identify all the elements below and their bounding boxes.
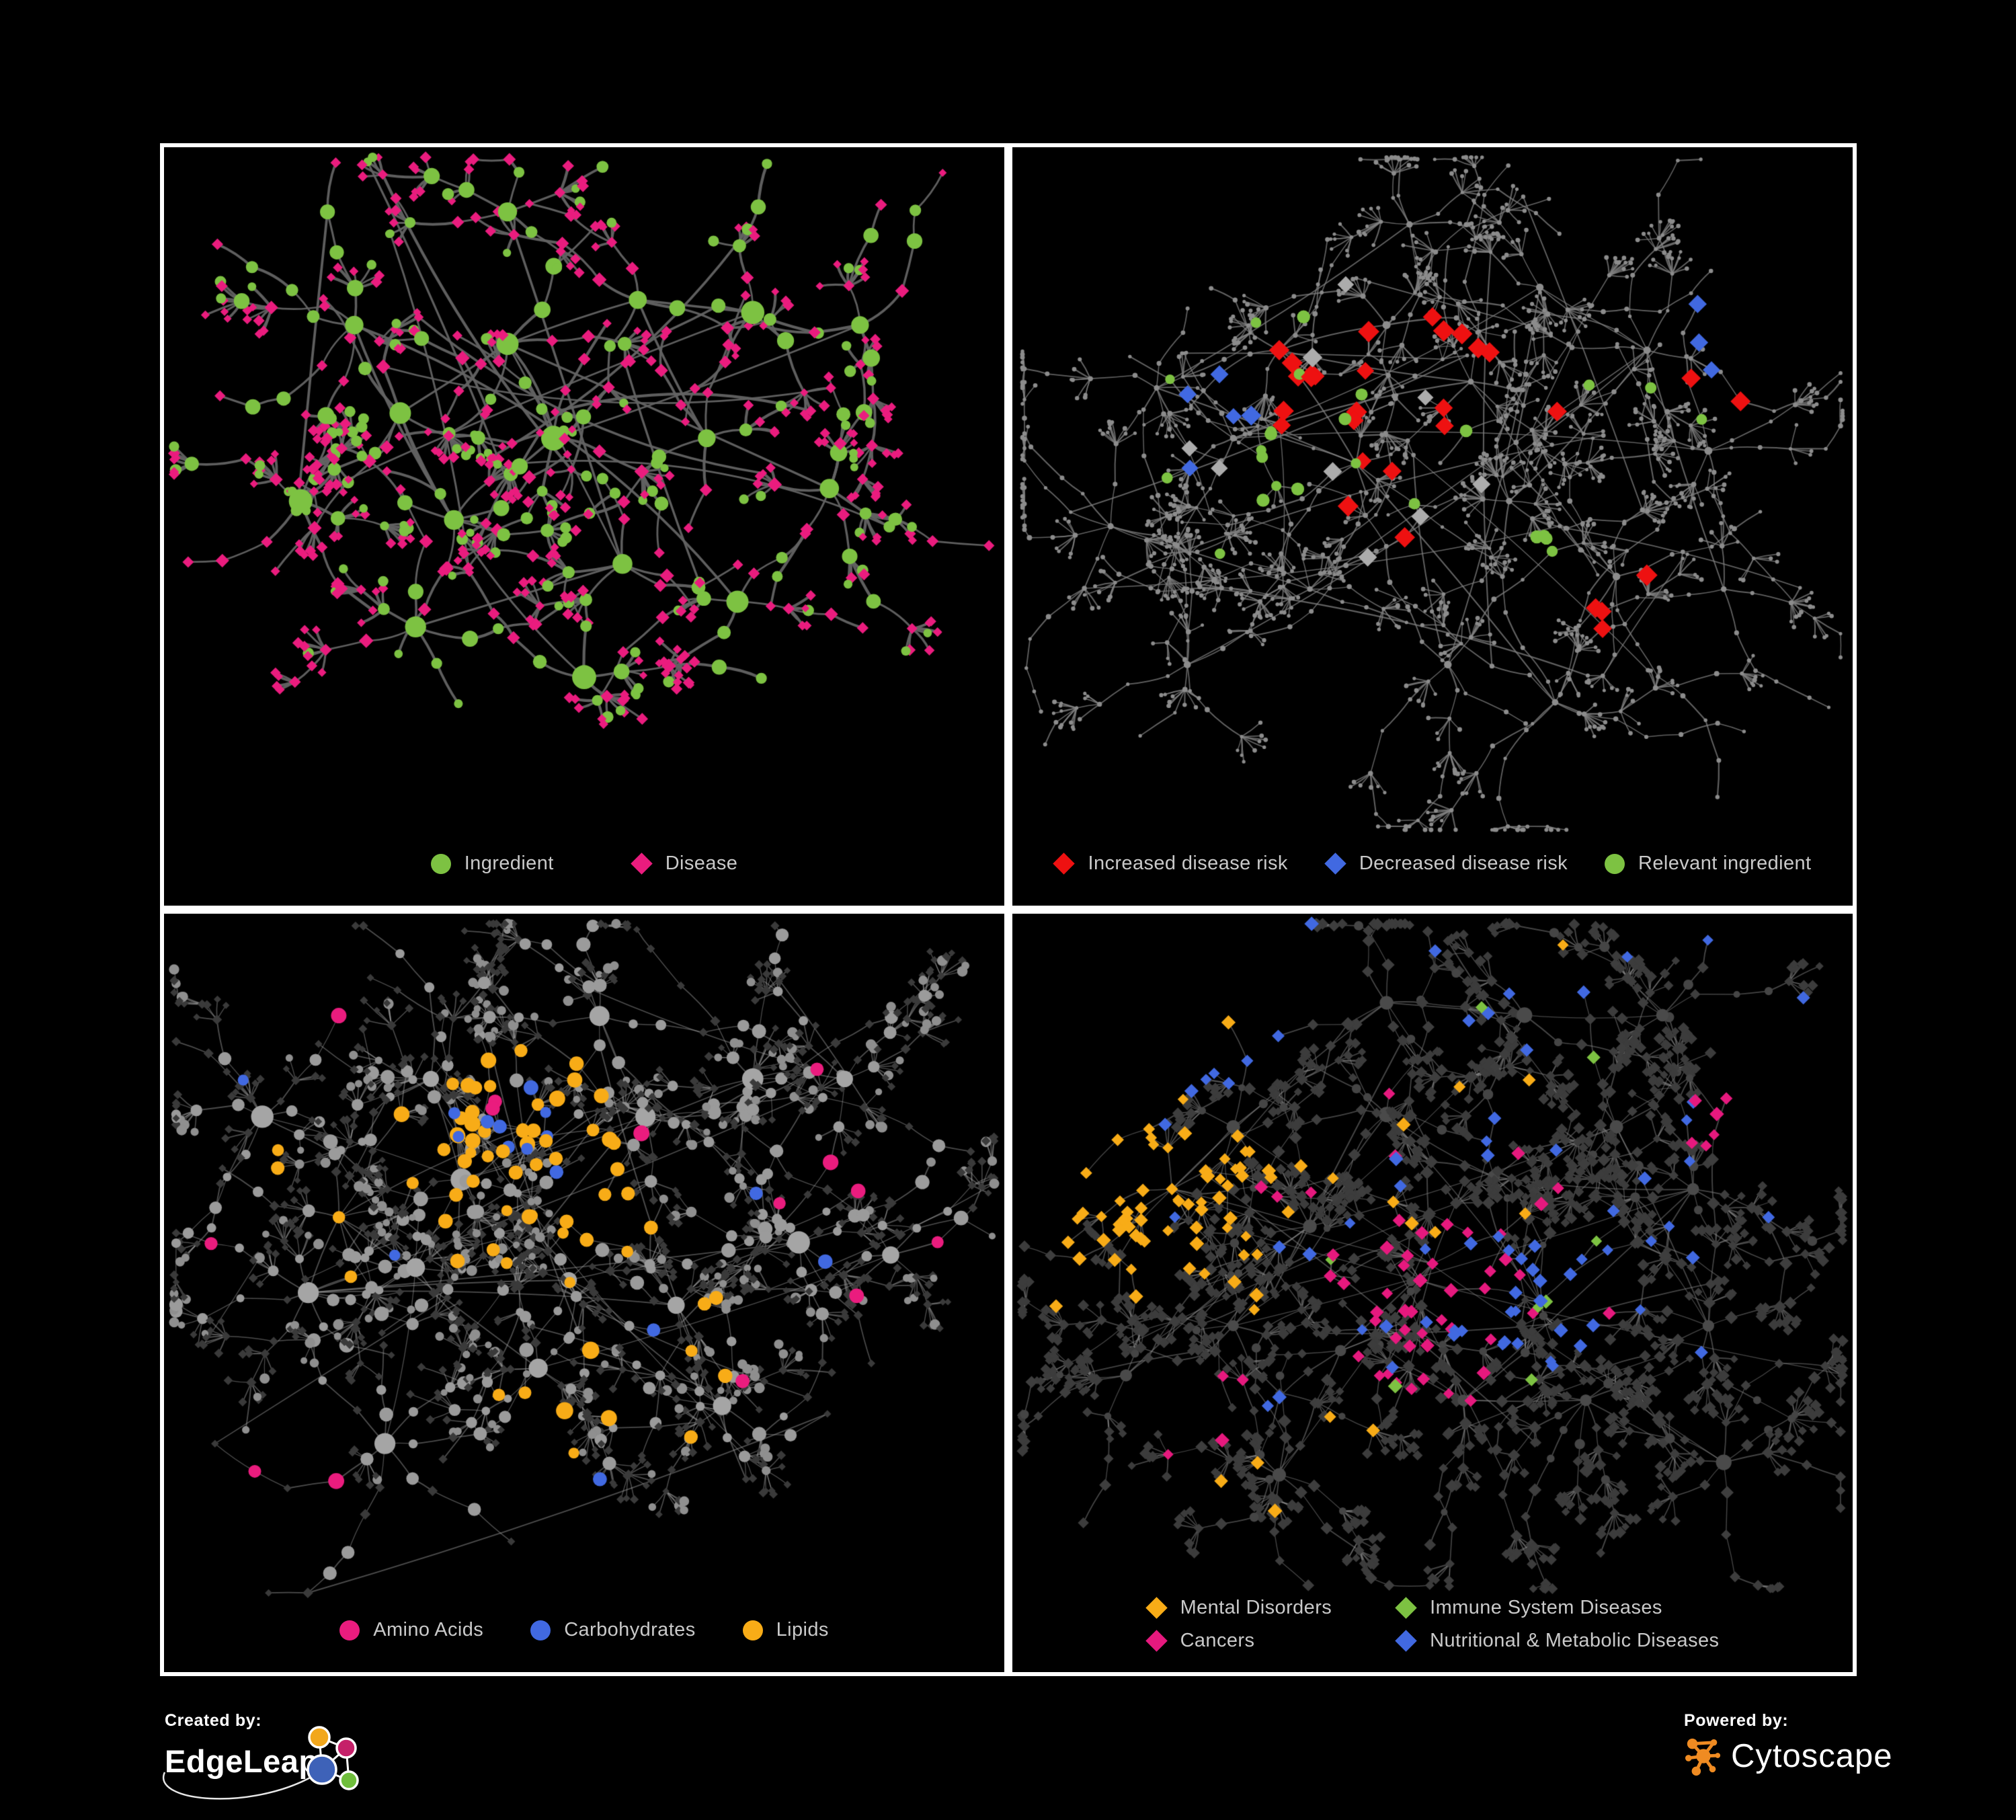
legend-item-disease: Disease bbox=[630, 853, 738, 875]
circle-marker bbox=[430, 853, 451, 874]
diamond-marker bbox=[1145, 1597, 1168, 1619]
edgeleap-node-green bbox=[339, 1770, 359, 1790]
panels-grid: Ingredient Disease Increased disease risk… bbox=[160, 143, 1857, 1676]
network-disease-risk bbox=[1012, 147, 1853, 906]
cytoscape-node bbox=[1691, 1766, 1701, 1776]
cytoscape-node bbox=[1687, 1738, 1698, 1749]
network-ingredients-diseases bbox=[164, 147, 1004, 906]
legend-label: Carbohydrates bbox=[564, 1619, 696, 1640]
legend-item-increased-disease-risk: Increased disease risk bbox=[1053, 853, 1287, 875]
circle-marker bbox=[1605, 853, 1625, 874]
legend-label: Immune System Diseases bbox=[1430, 1597, 1662, 1618]
powered-by-label: Powered by: bbox=[1684, 1711, 1789, 1730]
panel-disease-categories: Mental Disorders Immune System Diseases Ca… bbox=[1008, 910, 1857, 1676]
edgeleap-logo bbox=[307, 1726, 359, 1790]
legend-label: Decreased disease risk bbox=[1359, 853, 1568, 874]
circle-marker bbox=[742, 1620, 763, 1640]
diamond-marker bbox=[1395, 1597, 1417, 1619]
panel-disease-risk: Increased disease risk Decreased disease … bbox=[1008, 143, 1857, 910]
legend-item-lipids: Lipids bbox=[742, 1619, 829, 1641]
legend-label: Increased disease risk bbox=[1088, 853, 1288, 874]
legend-label: Disease bbox=[665, 853, 738, 874]
legend-item-relevant-ingredient: Relevant ingredient bbox=[1605, 853, 1811, 875]
powered-by-block: Powered by: Cytos bbox=[1684, 1711, 1893, 1778]
legend-item-mental-disorders: Mental Disorders bbox=[1145, 1597, 1332, 1619]
panel-macronutrients: Amino Acids Carbohydrates Lipids bbox=[160, 910, 1008, 1676]
edgeleap-node-blue bbox=[307, 1754, 337, 1785]
panel-ingredients-diseases: Ingredient Disease bbox=[160, 143, 1008, 910]
legend-label: Mental Disorders bbox=[1180, 1597, 1332, 1618]
cytoscape-node bbox=[1710, 1739, 1718, 1746]
cytoscape-lockup: Cytoscape bbox=[1684, 1735, 1893, 1778]
edgeleap-lockup: EdgeLeap bbox=[162, 1726, 393, 1800]
circle-marker bbox=[530, 1620, 551, 1640]
legend-label: Cancers bbox=[1180, 1630, 1255, 1651]
legend-label: Relevant ingredient bbox=[1638, 853, 1812, 874]
legend-item-carbohydrates: Carbohydrates bbox=[530, 1619, 695, 1641]
edgeleap-node-magenta bbox=[335, 1737, 357, 1759]
cytoscape-logo bbox=[1685, 1738, 1721, 1776]
legend-macronutrients: Amino Acids Carbohydrates Lipids bbox=[164, 1619, 1004, 1641]
legend-label: Amino Acids bbox=[373, 1619, 484, 1640]
cytoscape-node bbox=[1709, 1766, 1716, 1773]
circle-marker bbox=[339, 1620, 360, 1640]
diamond-marker bbox=[630, 853, 653, 875]
created-by-label: Created by: bbox=[165, 1711, 262, 1730]
legend-label: Nutritional & Metabolic Diseases bbox=[1430, 1630, 1720, 1651]
legend-disease-categories: Mental Disorders Immune System Diseases Ca… bbox=[1012, 1597, 1853, 1652]
legend-item-ingredient: Ingredient bbox=[430, 853, 554, 875]
legend-disease-risk: Increased disease risk Decreased disease … bbox=[1012, 853, 1853, 875]
legend-ingredients-diseases: Ingredient Disease bbox=[164, 853, 1004, 875]
legend-item-nutritional-metabolic-diseases: Nutritional & Metabolic Diseases bbox=[1395, 1630, 1720, 1652]
edgeleap-swoosh bbox=[162, 1772, 313, 1800]
legend-label: Ingredient bbox=[464, 853, 554, 874]
cytoscape-node-center bbox=[1696, 1749, 1711, 1764]
legend-label: Lipids bbox=[776, 1619, 829, 1640]
legend-item-amino-acids: Amino Acids bbox=[339, 1619, 483, 1641]
cytoscape-wordmark: Cytoscape bbox=[1731, 1738, 1893, 1774]
legend-item-cancers: Cancers bbox=[1145, 1630, 1332, 1652]
legend-item-immune-system-diseases: Immune System Diseases bbox=[1395, 1597, 1719, 1619]
legend-item-decreased-disease-risk: Decreased disease risk bbox=[1324, 853, 1568, 875]
created-by-block: Created by: EdgeLeap bbox=[162, 1711, 393, 1805]
diamond-marker bbox=[1053, 853, 1076, 875]
diamond-marker bbox=[1395, 1630, 1417, 1652]
network-macronutrients bbox=[164, 914, 1004, 1672]
network-disease-categories bbox=[1012, 914, 1853, 1672]
diamond-marker bbox=[1324, 853, 1346, 875]
edgeleap-node-orange bbox=[308, 1726, 331, 1749]
diamond-marker bbox=[1145, 1630, 1168, 1652]
cytoscape-node bbox=[1715, 1753, 1721, 1758]
cytoscape-node bbox=[1685, 1755, 1692, 1762]
edgeleap-wordmark: EdgeLeap bbox=[165, 1743, 319, 1779]
